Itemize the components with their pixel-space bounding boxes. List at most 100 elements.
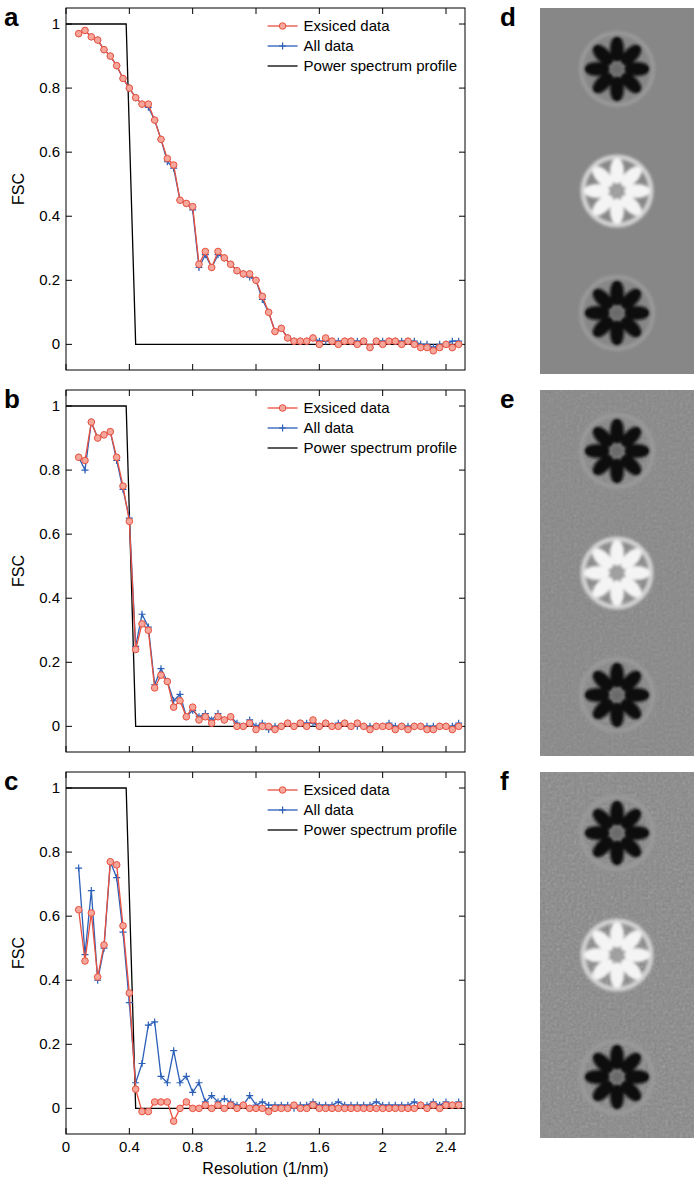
point-marker [151,1018,158,1025]
point-marker [227,713,234,720]
y-axis-title: FSC [10,173,27,205]
point-marker [278,723,285,730]
point-marker [316,341,323,348]
x-tick [192,364,193,370]
point-marker [329,1105,336,1112]
point-marker [234,267,241,274]
point-marker [183,1073,190,1080]
point-marker [94,435,101,442]
point-marker [386,338,393,345]
image-panel: d [500,2,694,374]
particle [581,415,653,487]
image-panel: f [500,766,694,1138]
y-tick [459,534,465,535]
point-marker [113,62,120,69]
point-marker [455,723,462,730]
point-marker [341,720,348,727]
point-marker [139,621,146,628]
point-marker [221,717,228,724]
point-marker [417,723,424,730]
legend-marker [279,425,286,432]
point-marker [436,723,443,730]
point-marker [373,1105,380,1112]
point-marker [367,344,374,351]
legend-marker [279,405,286,412]
point-marker [246,720,253,727]
x-tick-label: 2.4 [436,1138,457,1155]
figure: 00.20.40.60.81FSCaExsiced dataAll dataPo… [0,0,699,1191]
point-marker [316,723,323,730]
y-tick-label: 1 [52,779,60,796]
point-marker [443,1102,450,1109]
x-tick [192,8,193,14]
point-marker [88,419,95,426]
point-marker [208,1092,215,1099]
point-marker [373,338,380,345]
x-tick [382,390,383,396]
y-tick-label: 0.6 [39,525,60,542]
point-marker [335,723,342,730]
particle-lobe [589,805,617,833]
point-marker [196,1105,203,1112]
point-marker [88,887,95,894]
x-tick [256,1128,257,1134]
point-marker [202,248,209,255]
point-marker [405,726,412,733]
y-tick-label: 0.8 [39,461,60,478]
point-marker [449,1102,456,1109]
point-marker [398,723,405,730]
point-marker [360,338,367,345]
point-marker [291,338,298,345]
point-marker [113,454,120,461]
point-marker [398,1105,405,1112]
point-marker [354,720,361,727]
point-marker [221,254,228,261]
point-marker [411,723,418,730]
point-marker [322,335,329,342]
point-marker [436,723,443,730]
point-marker [379,723,386,730]
y-axis-title: FSC [10,555,27,587]
point-marker [202,1102,209,1109]
legend-label: All data [304,419,355,436]
point-marker [259,1098,266,1105]
point-marker [348,338,355,345]
x-tick [319,1128,320,1134]
point-marker [443,723,450,730]
point-marker [215,1102,222,1109]
point-marker [259,293,266,300]
point-marker [94,37,101,44]
y-tick [66,280,72,281]
point-marker [208,264,215,271]
y-tick-label: 0.8 [39,79,60,96]
legend-marker [279,807,286,814]
point-marker [107,53,114,60]
x-tick [319,772,320,778]
x-tick [66,390,67,396]
y-tick [459,88,465,89]
point-marker [183,713,190,720]
point-marker [88,910,95,917]
point-marker [132,94,139,101]
point-marker [132,1086,139,1093]
y-tick [66,980,72,981]
point-marker [436,1105,443,1112]
point-marker [75,30,82,37]
y-tick-label: 0 [52,335,60,352]
point-marker [417,723,424,730]
point-marker [202,713,209,720]
point-marker [82,958,89,965]
point-marker [291,723,298,730]
point-marker [373,723,380,730]
point-marker [151,117,158,124]
x-tick [192,390,193,396]
x-tick [192,1128,193,1134]
series-line [66,406,462,726]
series-line [79,422,459,730]
point-marker [449,344,456,351]
point-marker [126,518,133,525]
particle-halo [581,659,653,731]
point-marker [196,261,203,268]
legend-label: Power spectrum profile [304,821,457,838]
y-tick-label: 0.4 [39,207,60,224]
